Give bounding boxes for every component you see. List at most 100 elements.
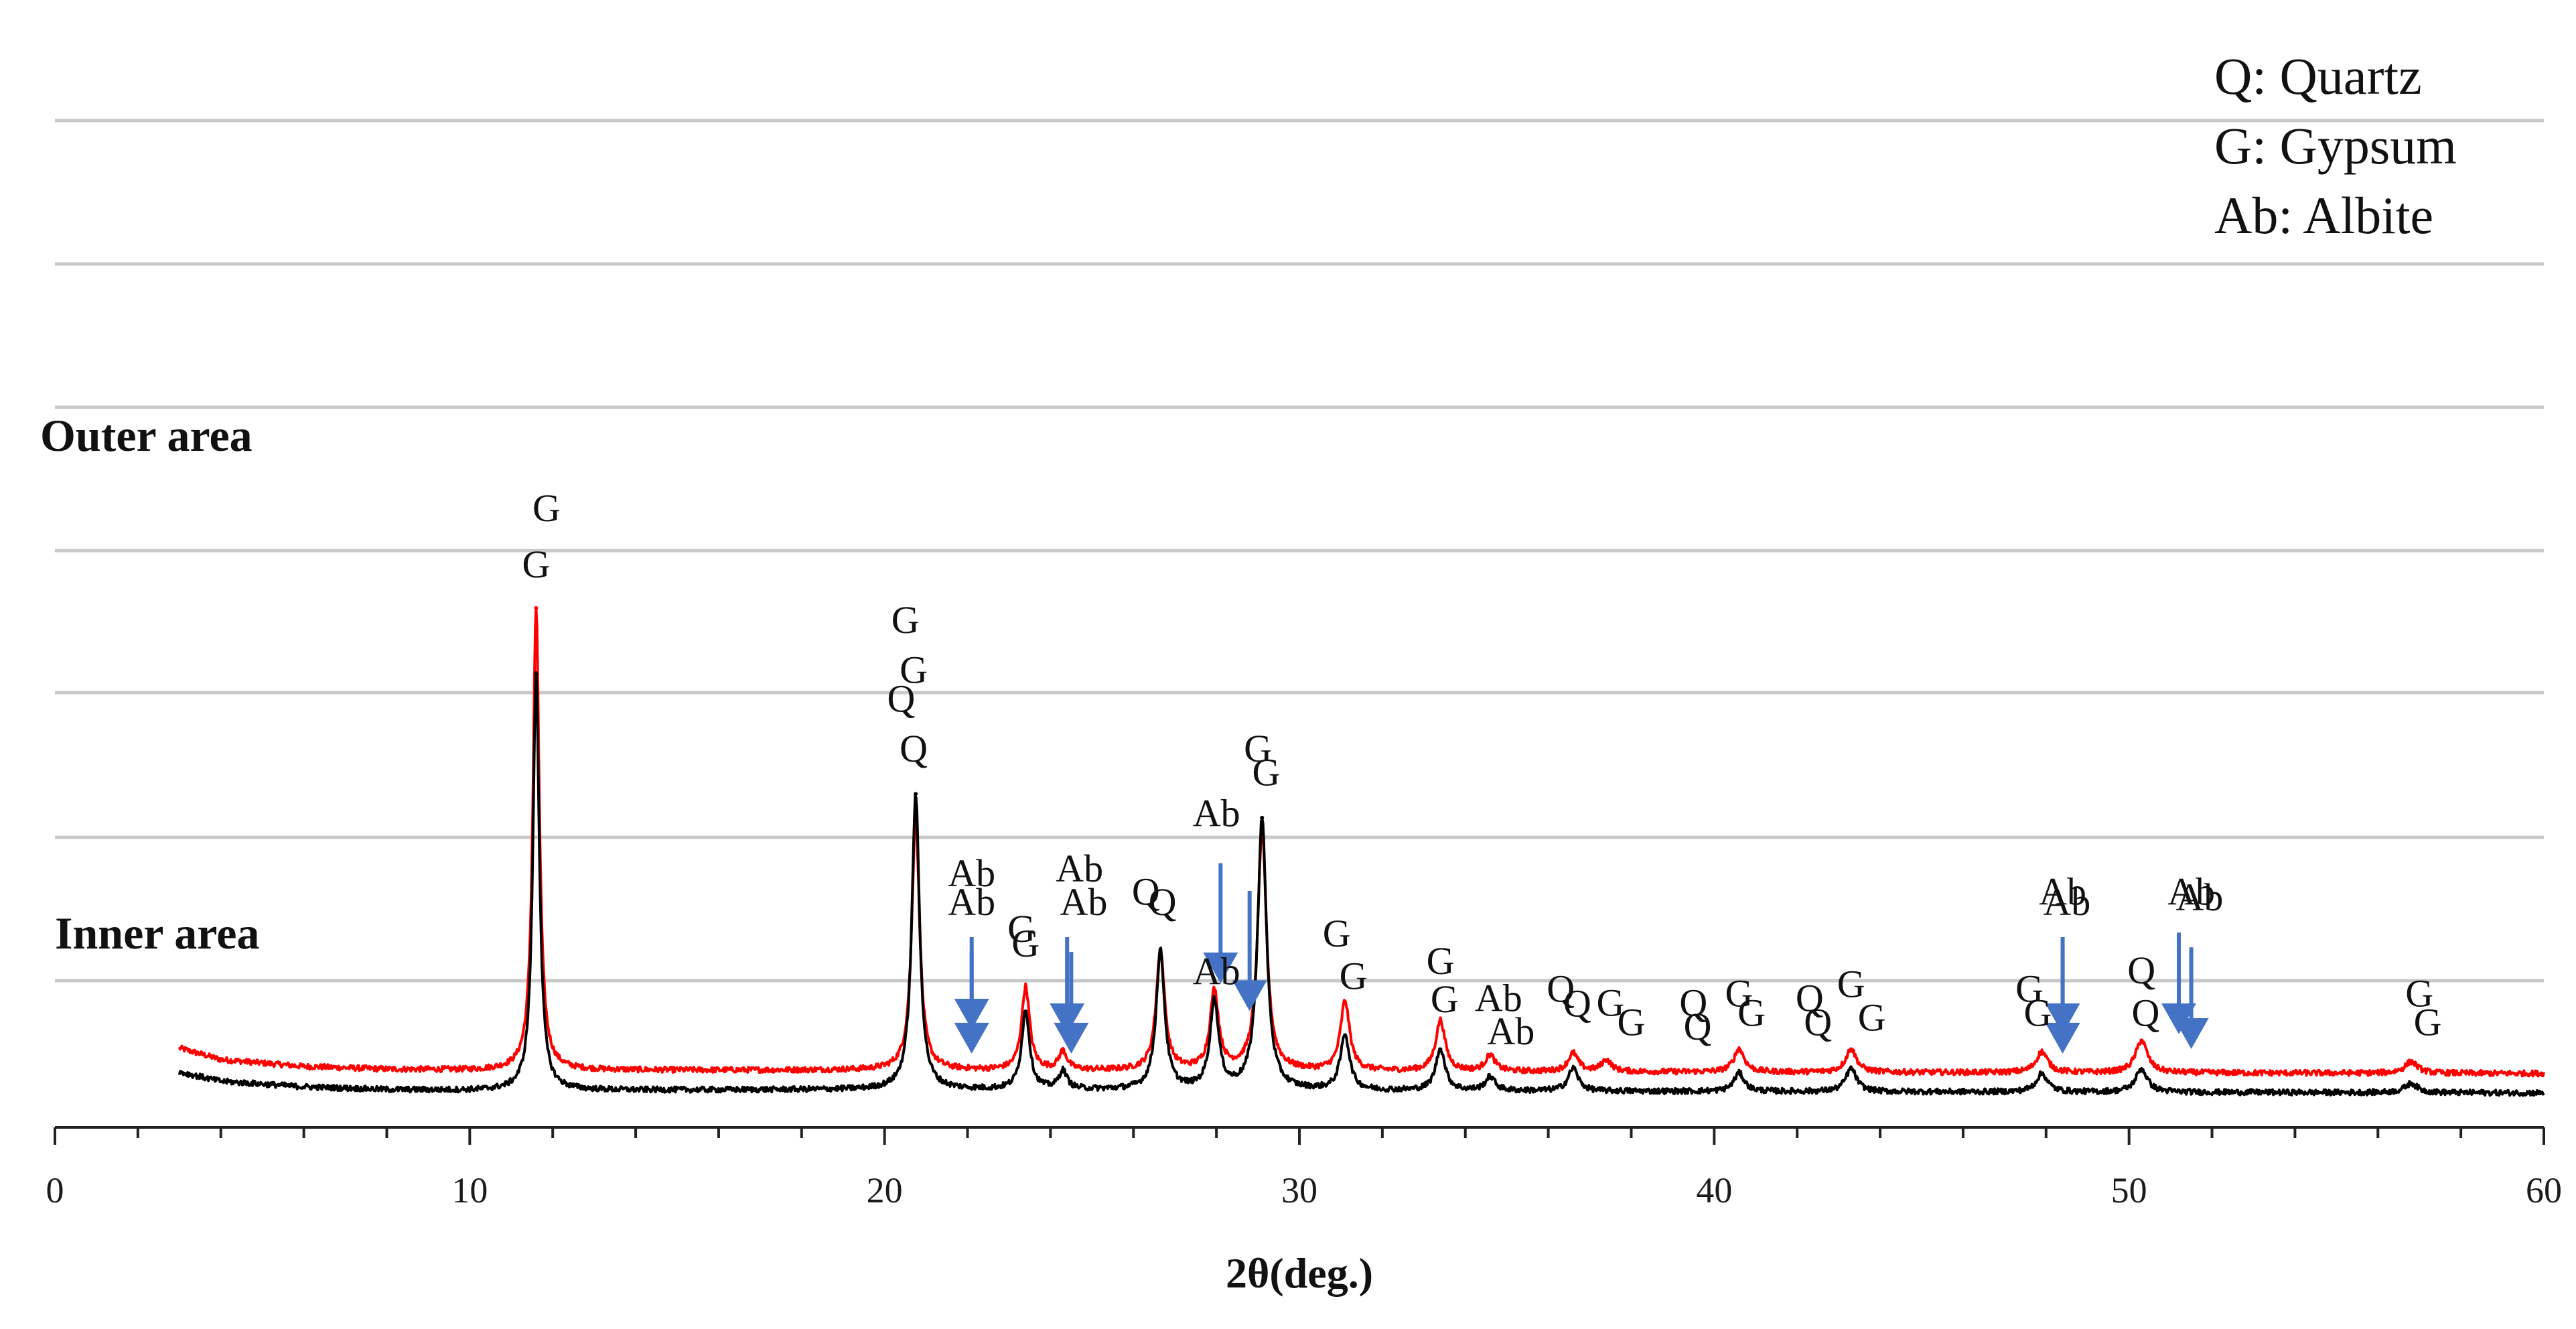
albite-arrow [1232, 891, 1267, 1011]
peak-label: Q [900, 727, 928, 770]
peak-point [1438, 1047, 1443, 1052]
albite-arrow [2173, 947, 2209, 1049]
peak-point [1737, 1070, 1741, 1075]
peak-label: Q [1132, 870, 1160, 914]
peak-label: G [1618, 1000, 1646, 1044]
series-line-outer-area [177, 607, 2545, 1078]
x-tick-label: 20 [867, 1170, 903, 1210]
legend-entry-gypsum: G: Gypsum [2214, 117, 2457, 175]
peak-label: G [2405, 972, 2433, 1016]
peak-label: Ab [2167, 870, 2215, 914]
legend-entry-albite: Ab: Albite [2214, 186, 2433, 244]
peak-point [914, 792, 918, 796]
peak-point [1488, 1075, 1492, 1080]
peak-point [1060, 1069, 1065, 1074]
legend-entry-quartz: Q: Quartz [2214, 47, 2422, 105]
peak-label: Ab [1056, 847, 1103, 890]
series-label-inner-area: Inner area [55, 908, 259, 959]
peak-point [2409, 1081, 2413, 1086]
peak-label: G [1323, 912, 1351, 955]
peak-point [534, 606, 539, 610]
albite-arrow [1054, 952, 1089, 1054]
peak-label: G [1427, 939, 1455, 983]
x-axis-title: 2θ(deg.) [1226, 1249, 1373, 1297]
peak-point [1488, 1053, 1492, 1058]
x-tick-label: 10 [451, 1170, 488, 1210]
peak-point [1158, 949, 1163, 954]
x-axis: 0 10 20 30 40 50 60 [46, 1126, 2562, 1210]
peak-point [1212, 1000, 1217, 1005]
peak-point [1023, 985, 1028, 989]
peak-label: Ab [2176, 876, 2224, 919]
peak-point [1849, 1066, 1853, 1071]
albite-arrows [954, 863, 2209, 1054]
peak-label: Q [1149, 880, 1177, 924]
peak-label: G [1011, 922, 1040, 965]
peak-point [2409, 1059, 2413, 1064]
peak-label: Ab [2043, 880, 2090, 924]
peak-label: Q [1679, 981, 1707, 1024]
peak-label: G [1253, 751, 1281, 794]
x-tick-label: 50 [2111, 1170, 2147, 1210]
peak-label: G [900, 648, 928, 692]
diffraction-traces [177, 606, 2545, 1097]
peak-label: G [2023, 991, 2052, 1035]
peak-label: G [1858, 995, 1886, 1039]
peak-point [1060, 1050, 1065, 1054]
peak-label: Q [887, 677, 915, 720]
peak-label: G [1244, 727, 1272, 770]
peak-point [2139, 1038, 2144, 1043]
peak-point [1260, 815, 1265, 820]
peak-label: Q [1563, 982, 1591, 1026]
x-tick-label: 60 [2526, 1170, 2562, 1210]
x-tick-label: 30 [1281, 1170, 1317, 1210]
peak-point [1571, 1066, 1575, 1070]
peak-point [1849, 1047, 1853, 1052]
peak-label: Ab [2039, 870, 2086, 914]
peak-label: Q [2127, 949, 2155, 992]
x-tick-label: 0 [46, 1170, 64, 1210]
peak-label: Ab [948, 880, 995, 924]
peak-label: Ab [1193, 791, 1240, 835]
peak-label: Q [1684, 1005, 1712, 1048]
albite-arrow [1203, 863, 1238, 983]
peak-label: G [522, 543, 550, 586]
peak-point [534, 672, 539, 677]
peak-point [1023, 1009, 1028, 1013]
gridlines [55, 119, 2544, 983]
albite-arrow [954, 952, 989, 1054]
peak-label: G [2015, 967, 2044, 1011]
peak-label: Q [1804, 1000, 1832, 1044]
legend: Q: Quartz G: Gypsum Ab: Albite [2214, 47, 2457, 244]
peak-label: G [1737, 991, 1766, 1035]
peak-label: Q [1547, 967, 1575, 1011]
series-label-outer-area: Outer area [40, 410, 253, 461]
peak-point [1438, 1018, 1443, 1023]
albite-arrow [1050, 937, 1085, 1034]
peak-point [1343, 1033, 1348, 1038]
peak-point [2139, 1067, 2144, 1072]
peak-point [1737, 1047, 1741, 1052]
peak-label: G [532, 486, 561, 530]
peak-label: G [1725, 972, 1754, 1016]
peak-label: Q [1796, 976, 1824, 1020]
peak-label: Ab [1475, 976, 1522, 1020]
x-tick-label: 40 [1696, 1170, 1732, 1210]
peak-label: G [1007, 907, 1035, 951]
peak-label: Ab [1487, 1009, 1534, 1053]
peak-label: G [1340, 954, 1368, 997]
peak-point [1343, 999, 1348, 1004]
peak-point [1212, 990, 1217, 995]
peak-point [1571, 1051, 1575, 1056]
peak-label: G [1837, 963, 1865, 1006]
peak-label: Q [2131, 991, 2159, 1035]
peak-point [1604, 1058, 1609, 1062]
peak-label: Ab [948, 851, 995, 895]
peak-label: G [891, 598, 920, 642]
peak-label: G [1597, 981, 1625, 1024]
series-line-inner-area [177, 671, 2545, 1097]
peak-label: Ab [1193, 949, 1240, 993]
peak-point [2040, 1050, 2044, 1054]
